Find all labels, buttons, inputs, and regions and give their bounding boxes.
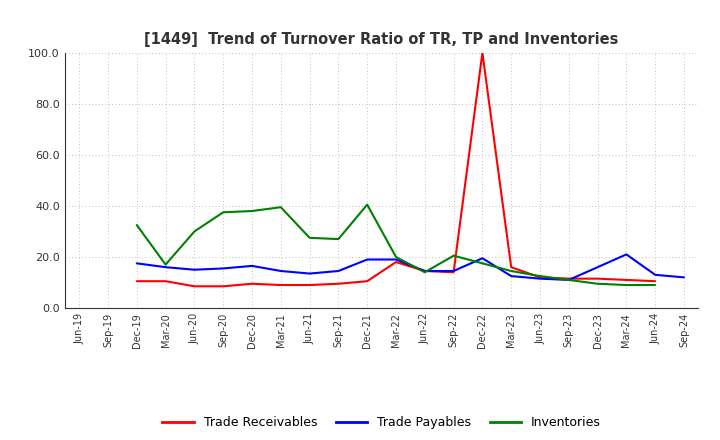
Line: Inventories: Inventories	[137, 205, 655, 285]
Trade Payables	[536, 276, 544, 281]
Inventories	[305, 235, 314, 240]
Trade Payables	[420, 268, 429, 274]
Trade Payables	[651, 272, 660, 278]
Trade Payables	[305, 271, 314, 276]
Trade Receivables	[276, 282, 285, 288]
Trade Receivables	[363, 279, 372, 284]
Inventories	[507, 268, 516, 274]
Legend: Trade Receivables, Trade Payables, Inventories: Trade Receivables, Trade Payables, Inven…	[157, 411, 606, 434]
Line: Trade Payables: Trade Payables	[137, 254, 684, 280]
Trade Receivables	[420, 268, 429, 274]
Line: Trade Receivables: Trade Receivables	[137, 53, 655, 286]
Trade Receivables	[248, 281, 256, 286]
Trade Payables	[161, 264, 170, 270]
Trade Payables	[680, 275, 688, 280]
Trade Payables	[363, 257, 372, 262]
Inventories	[219, 210, 228, 215]
Trade Payables	[392, 257, 400, 262]
Trade Payables	[219, 266, 228, 271]
Trade Payables	[334, 268, 343, 274]
Trade Receivables	[190, 284, 199, 289]
Inventories	[593, 281, 602, 286]
Trade Receivables	[478, 50, 487, 55]
Inventories	[449, 253, 458, 258]
Trade Receivables	[219, 284, 228, 289]
Trade Payables	[593, 264, 602, 270]
Trade Receivables	[334, 281, 343, 286]
Inventories	[564, 277, 573, 282]
Inventories	[478, 260, 487, 266]
Trade Payables	[132, 260, 141, 266]
Inventories	[363, 202, 372, 207]
Inventories	[651, 282, 660, 288]
Trade Receivables	[536, 275, 544, 280]
Trade Receivables	[651, 279, 660, 284]
Inventories	[392, 254, 400, 260]
Trade Receivables	[593, 276, 602, 281]
Inventories	[420, 270, 429, 275]
Trade Payables	[276, 268, 285, 274]
Trade Payables	[190, 267, 199, 272]
Inventories	[276, 205, 285, 210]
Trade Receivables	[132, 279, 141, 284]
Inventories	[190, 229, 199, 234]
Trade Payables	[507, 273, 516, 279]
Trade Payables	[478, 256, 487, 261]
Title: [1449]  Trend of Turnover Ratio of TR, TP and Inventories: [1449] Trend of Turnover Ratio of TR, TP…	[145, 33, 618, 48]
Trade Receivables	[507, 264, 516, 270]
Inventories	[536, 273, 544, 279]
Trade Receivables	[622, 277, 631, 282]
Inventories	[248, 209, 256, 214]
Trade Payables	[564, 277, 573, 282]
Inventories	[622, 282, 631, 288]
Trade Payables	[248, 263, 256, 268]
Trade Receivables	[161, 279, 170, 284]
Inventories	[334, 236, 343, 242]
Trade Payables	[622, 252, 631, 257]
Trade Receivables	[305, 282, 314, 288]
Trade Receivables	[564, 276, 573, 281]
Inventories	[161, 262, 170, 267]
Trade Receivables	[449, 270, 458, 275]
Trade Payables	[449, 268, 458, 274]
Trade Receivables	[392, 260, 400, 265]
Inventories	[132, 223, 141, 228]
